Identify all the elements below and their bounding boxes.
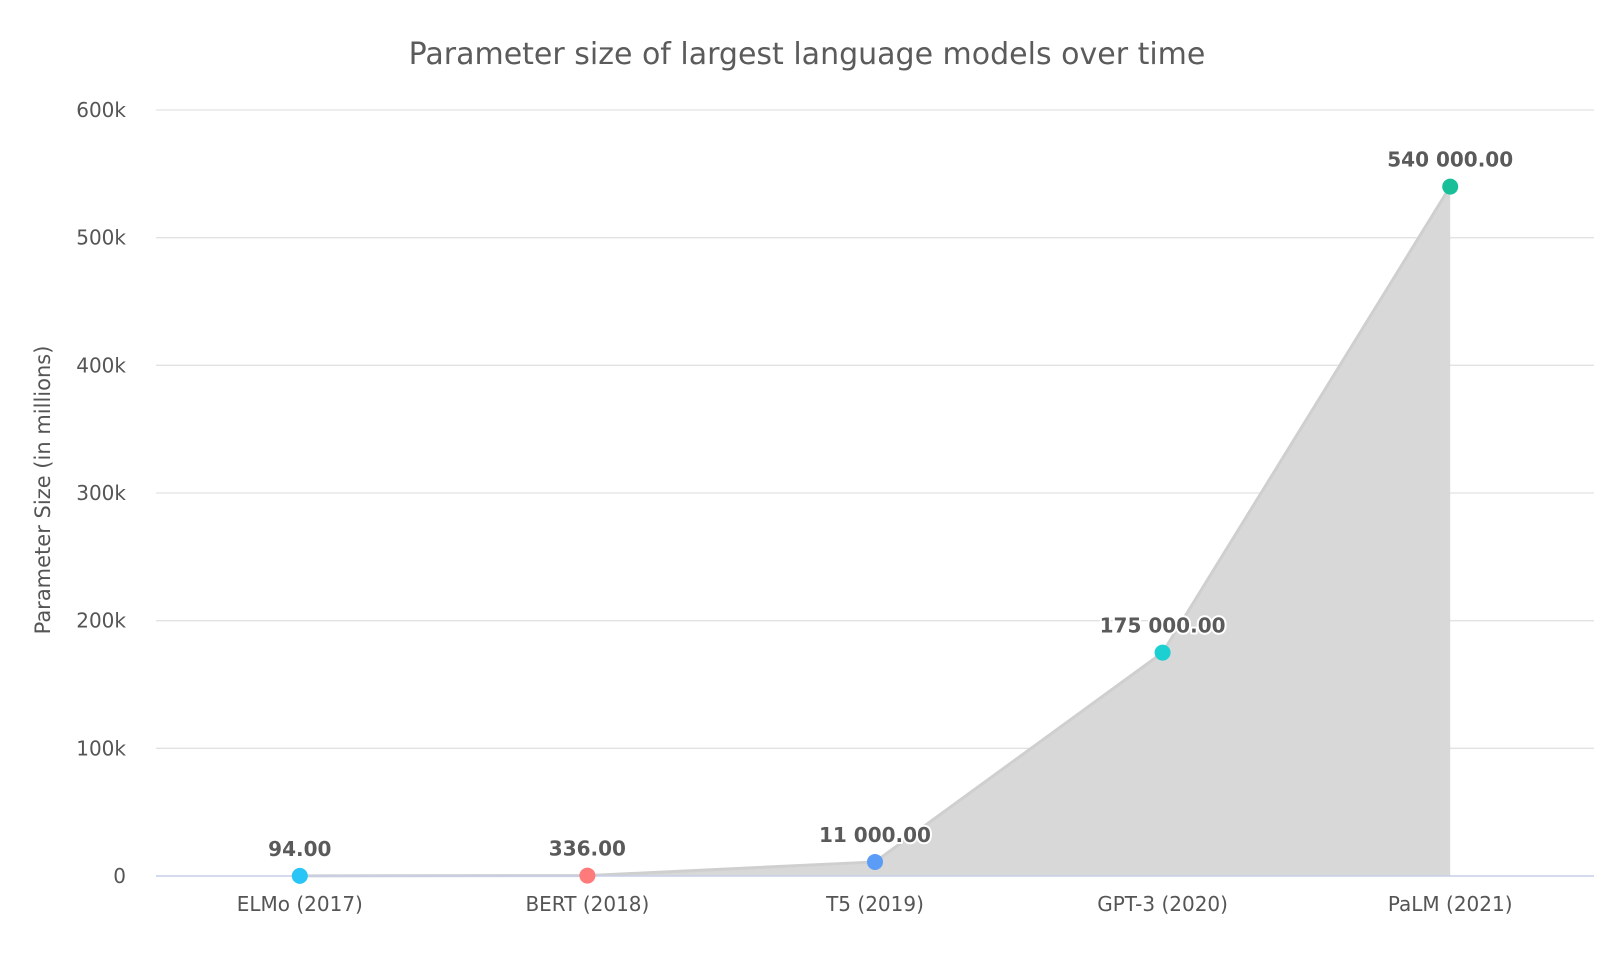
chart-title: Parameter size of largest language model… [409,37,1206,72]
data-label: 175 000.00 [1100,614,1226,638]
data-point[interactable] [579,867,596,884]
data-label: 94.00 [268,837,331,861]
x-axis: ELMo (2017) BERT (2018) T5 (2019) GPT-3 (20… [237,892,1513,916]
y-tick-label: 300k [76,481,126,505]
area-fill [299,186,1451,877]
area-series [299,185,1452,878]
y-axis-title: Parameter Size (in millions) [31,346,55,635]
data-point[interactable] [1442,178,1459,195]
data-label: 336.00 [549,837,626,861]
data-labels: 94.00 336.00 11 000.00 175 000.00 540 000.00 [266,146,1515,863]
data-point[interactable] [1154,644,1171,661]
x-tick-label: PaLM (2021) [1388,892,1513,916]
y-tick-label: 500k [76,226,126,250]
data-label: 11 000.00 [819,823,931,847]
y-axis: 0 100k 200k 300k 400k 500k 600k [76,98,126,888]
data-points [291,178,1459,884]
y-tick-label: 600k [76,98,126,122]
y-tick-label: 0 [113,864,126,888]
y-tick-label: 400k [76,353,126,377]
y-tick-label: 200k [76,609,126,633]
x-tick-label: T5 (2019) [825,892,924,916]
x-tick-label: BERT (2018) [525,892,649,916]
x-tick-label: GPT-3 (2020) [1097,892,1228,916]
x-tick-label: ELMo (2017) [237,892,363,916]
data-label: 540 000.00 [1387,148,1513,172]
y-tick-label: 100k [76,736,126,760]
data-point[interactable] [867,853,883,870]
data-point[interactable] [291,867,308,884]
